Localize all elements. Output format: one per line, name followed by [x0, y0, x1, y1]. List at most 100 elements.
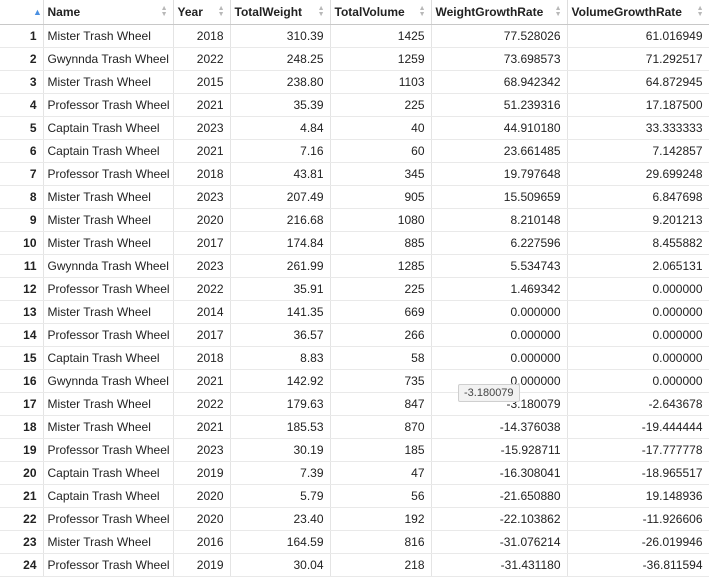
- cell-total-weight: 261.99: [230, 254, 331, 278]
- table-row[interactable]: 17 Mister Trash Wheel 2022 179.63 847 -3.1800…: [0, 392, 709, 416]
- cell-index: 5: [0, 116, 44, 140]
- table-row[interactable]: 6 Captain Trash Wheel 2021 7.16 60 23.661485 7…: [0, 139, 709, 163]
- cell-year: 2023: [173, 185, 231, 209]
- table-row[interactable]: 2 Gwynnda Trash Wheel 2022 248.25 1259 73.698…: [0, 47, 709, 71]
- cell-name: Professor Trash Wheel: [43, 507, 174, 531]
- sort-ascending-icon[interactable]: ▲: [33, 6, 42, 17]
- table-row[interactable]: 15 Captain Trash Wheel 2018 8.83 58 0.000000 0…: [0, 346, 709, 370]
- cell-name: Gwynnda Trash Wheel: [43, 254, 174, 278]
- cell-name: Mister Trash Wheel: [43, 70, 174, 94]
- table-row[interactable]: 11 Gwynnda Trash Wheel 2023 261.99 1285 5.534…: [0, 254, 709, 278]
- table-row[interactable]: 16 Gwynnda Trash Wheel 2021 142.92 735 0.0000…: [0, 369, 709, 393]
- cell-year: 2018: [173, 346, 231, 370]
- table-row[interactable]: 8 Mister Trash Wheel 2023 207.49 905 15.50965…: [0, 185, 709, 209]
- table-row[interactable]: 21 Captain Trash Wheel 2020 5.79 56 -21.65088…: [0, 484, 709, 508]
- column-header-year[interactable]: Year ▲ ▼: [173, 0, 231, 25]
- cell-index: 23: [0, 530, 44, 554]
- table-row[interactable]: 14 Professor Trash Wheel 2017 36.57 266 0.000…: [0, 323, 709, 347]
- table-row[interactable]: 22 Professor Trash Wheel 2020 23.40 192 -22.1…: [0, 507, 709, 531]
- sort-arrows-icon[interactable]: ▲ ▼: [317, 4, 325, 18]
- cell-weight-growth-rate: -22.103862: [431, 507, 568, 531]
- cell-weight-growth-rate: 1.469342: [431, 277, 568, 301]
- cell-index: 1: [0, 24, 44, 48]
- cell-volume-growth-rate: -11.926606: [567, 507, 709, 531]
- table-row[interactable]: 20 Captain Trash Wheel 2019 7.39 47 -16.30804…: [0, 461, 709, 485]
- cell-total-volume: 60: [330, 139, 432, 163]
- table-row[interactable]: 9 Mister Trash Wheel 2020 216.68 1080 8.21014…: [0, 208, 709, 232]
- cell-year: 2018: [173, 24, 231, 48]
- cell-weight-growth-rate: -31.431180: [431, 553, 568, 577]
- column-header-total-weight[interactable]: TotalWeight ▲ ▼: [230, 0, 331, 25]
- cell-index: 8: [0, 185, 44, 209]
- sort-arrows-icon[interactable]: ▲ ▼: [696, 4, 704, 18]
- table-row[interactable]: 5 Captain Trash Wheel 2023 4.84 40 44.910180 3…: [0, 116, 709, 140]
- cell-total-volume: 1080: [330, 208, 432, 232]
- cell-total-volume: 225: [330, 93, 432, 117]
- column-header-total-volume[interactable]: TotalVolume ▲ ▼: [330, 0, 432, 25]
- cell-volume-growth-rate: 6.847698: [567, 185, 709, 209]
- cell-index: 10: [0, 231, 44, 255]
- sort-arrows-icon[interactable]: ▲ ▼: [160, 4, 168, 18]
- cell-volume-growth-rate: -19.444444: [567, 415, 709, 439]
- table-row[interactable]: 23 Mister Trash Wheel 2016 164.59 816 -31.076…: [0, 530, 709, 554]
- column-header-label: TotalVolume: [334, 4, 405, 19]
- column-header-index[interactable]: ▲: [0, 0, 44, 25]
- cell-year: 2016: [173, 530, 231, 554]
- cell-name: Professor Trash Wheel: [43, 93, 174, 117]
- cell-total-volume: 1259: [330, 47, 432, 71]
- cell-index: 24: [0, 553, 44, 577]
- table-row[interactable]: 24 Professor Trash Wheel 2019 30.04 218 -31.4…: [0, 553, 709, 577]
- cell-weight-growth-rate: 5.534743: [431, 254, 568, 278]
- cell-total-weight: 238.80: [230, 70, 331, 94]
- cell-total-volume: 225: [330, 277, 432, 301]
- table-row[interactable]: 13 Mister Trash Wheel 2014 141.35 669 0.00000…: [0, 300, 709, 324]
- cell-weight-growth-rate: 8.210148: [431, 208, 568, 232]
- cell-name: Mister Trash Wheel: [43, 185, 174, 209]
- cell-index: 6: [0, 139, 44, 163]
- cell-name: Professor Trash Wheel: [43, 438, 174, 462]
- cell-index: 19: [0, 438, 44, 462]
- cell-total-volume: 47: [330, 461, 432, 485]
- column-header-label: TotalWeight: [234, 4, 303, 19]
- cell-year: 2021: [173, 139, 231, 163]
- sort-arrows-icon[interactable]: ▲ ▼: [554, 4, 562, 18]
- cell-index: 18: [0, 415, 44, 439]
- cell-total-volume: 1425: [330, 24, 432, 48]
- cell-total-weight: 174.84: [230, 231, 331, 255]
- sort-arrows-icon[interactable]: ▲ ▼: [217, 4, 225, 18]
- cell-volume-growth-rate: 0.000000: [567, 369, 709, 393]
- table-row[interactable]: 10 Mister Trash Wheel 2017 174.84 885 6.22759…: [0, 231, 709, 255]
- table-row[interactable]: 19 Professor Trash Wheel 2023 30.19 185 -15.9…: [0, 438, 709, 462]
- cell-index: 9: [0, 208, 44, 232]
- cell-weight-growth-rate: 44.910180: [431, 116, 568, 140]
- cell-total-volume: 58: [330, 346, 432, 370]
- cell-total-weight: 164.59: [230, 530, 331, 554]
- cell-weight-growth-rate: 23.661485: [431, 139, 568, 163]
- cell-weight-growth-rate: -16.308041: [431, 461, 568, 485]
- cell-name: Gwynnda Trash Wheel: [43, 369, 174, 393]
- cell-volume-growth-rate: 7.142857: [567, 139, 709, 163]
- cell-index: 17: [0, 392, 44, 416]
- cell-total-volume: 40: [330, 116, 432, 140]
- table-row[interactable]: 4 Professor Trash Wheel 2021 35.39 225 51.239…: [0, 93, 709, 117]
- table-row[interactable]: 3 Mister Trash Wheel 2015 238.80 1103 68.9423…: [0, 70, 709, 94]
- cell-name: Mister Trash Wheel: [43, 300, 174, 324]
- table-row[interactable]: 7 Professor Trash Wheel 2018 43.81 345 19.797…: [0, 162, 709, 186]
- cell-total-volume: 905: [330, 185, 432, 209]
- cell-year: 2020: [173, 507, 231, 531]
- cell-total-volume: 847: [330, 392, 432, 416]
- table-row[interactable]: 1 Mister Trash Wheel 2018 310.39 1425 77.5280…: [0, 24, 709, 48]
- sort-arrows-icon[interactable]: ▲ ▼: [418, 4, 426, 18]
- cell-name: Mister Trash Wheel: [43, 24, 174, 48]
- table-row[interactable]: 12 Professor Trash Wheel 2022 35.91 225 1.469…: [0, 277, 709, 301]
- cell-total-weight: 310.39: [230, 24, 331, 48]
- cell-volume-growth-rate: 17.187500: [567, 93, 709, 117]
- cell-name: Professor Trash Wheel: [43, 553, 174, 577]
- table-row[interactable]: 18 Mister Trash Wheel 2021 185.53 870 -14.376…: [0, 415, 709, 439]
- column-header-name[interactable]: Name ▲ ▼: [43, 0, 174, 25]
- header-row: ▲ Name ▲ ▼ Year ▲ ▼ TotalWeight ▲ ▼ TotalVolume ▲ ▼ W…: [0, 0, 709, 25]
- cell-total-weight: 179.63: [230, 392, 331, 416]
- cell-year: 2021: [173, 369, 231, 393]
- column-header-volume-growth-rate[interactable]: VolumeGrowthRate ▲ ▼: [567, 0, 709, 25]
- column-header-weight-growth-rate[interactable]: WeightGrowthRate ▲ ▼: [431, 0, 568, 25]
